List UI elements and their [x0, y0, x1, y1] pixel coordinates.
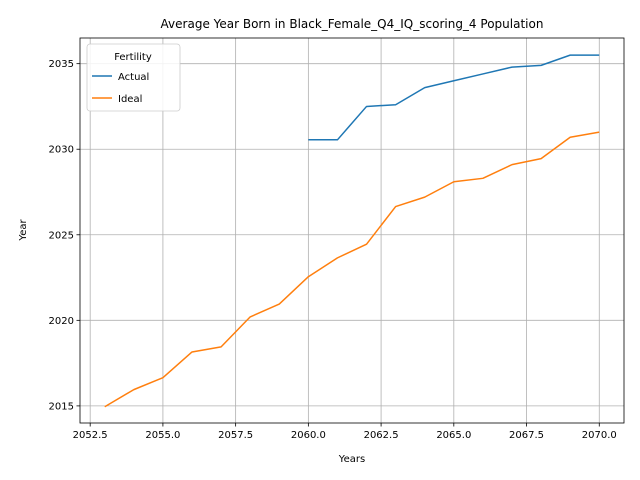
y-tick-label: 2020: [49, 316, 74, 327]
x-tick-label: 2062.5: [364, 430, 399, 441]
plot-frame: [79, 37, 625, 424]
legend: Fertility Actual Ideal: [86, 43, 181, 112]
series-lines: [104, 54, 600, 408]
x-tick-label: 2067.5: [509, 430, 544, 441]
x-axis: 2052.5 2055.0 2057.5 2060.0 2062.5 2065.0 2067…: [73, 423, 617, 441]
y-tick-label: 2025: [49, 230, 74, 241]
series-line-ideal: [104, 131, 600, 408]
y-tick-label: 2030: [49, 145, 74, 156]
legend-box: [86, 43, 181, 112]
grid: [80, 38, 624, 423]
x-tick-label: 2060.0: [291, 430, 326, 441]
x-tick-label: 2070.0: [582, 430, 617, 441]
y-tick-label: 2035: [49, 59, 74, 70]
x-tick-label: 2057.5: [218, 430, 253, 441]
y-tick-label: 2015: [49, 401, 74, 412]
series-line-actual: [308, 54, 600, 141]
x-tick-label: 2052.5: [73, 430, 108, 441]
legend-label-ideal: Ideal: [118, 94, 142, 105]
x-axis-title: Years: [338, 454, 365, 465]
chart-title: Average Year Born in Black_Female_Q4_IQ_…: [161, 17, 544, 31]
legend-title: Fertility: [114, 52, 152, 63]
legend-label-actual: Actual: [118, 72, 149, 83]
x-tick-label: 2065.0: [436, 430, 471, 441]
y-axis: 2015 2020 2025 2030 2035: [49, 59, 80, 412]
y-axis-title: Year: [18, 219, 29, 242]
x-tick-label: 2055.0: [145, 430, 180, 441]
